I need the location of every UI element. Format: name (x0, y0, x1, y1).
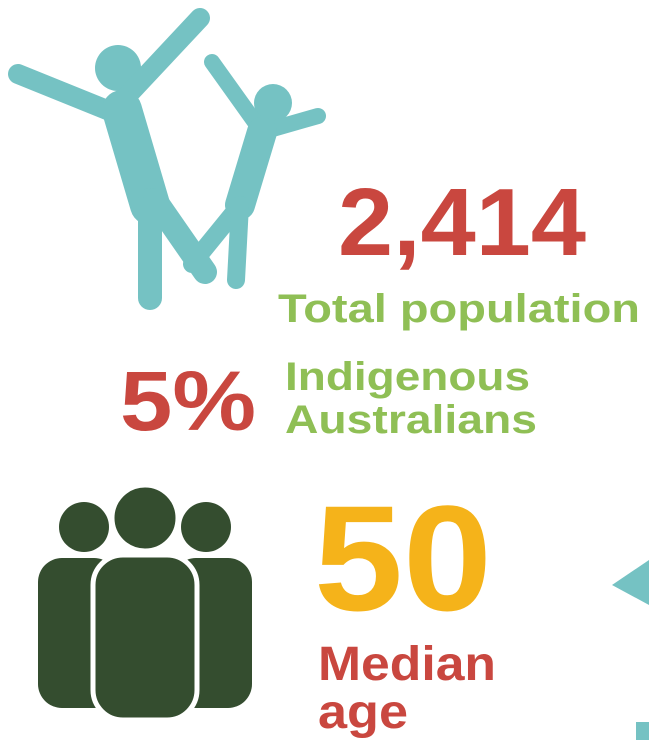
jumping-people-icon (8, 8, 326, 310)
stat-value: 50 (314, 474, 492, 642)
stat-label: age (318, 686, 408, 739)
decor-shape (636, 722, 649, 740)
stat-label: Median (318, 638, 496, 691)
group-people-icon (38, 482, 252, 723)
stat-label: Indigenous (285, 355, 530, 399)
stat-label: Australians (285, 398, 537, 442)
stat-label: Total population (278, 287, 640, 331)
stat-value: 2,414 (338, 169, 586, 276)
stat-value: 5% (120, 354, 256, 448)
decor-shape (612, 560, 649, 605)
